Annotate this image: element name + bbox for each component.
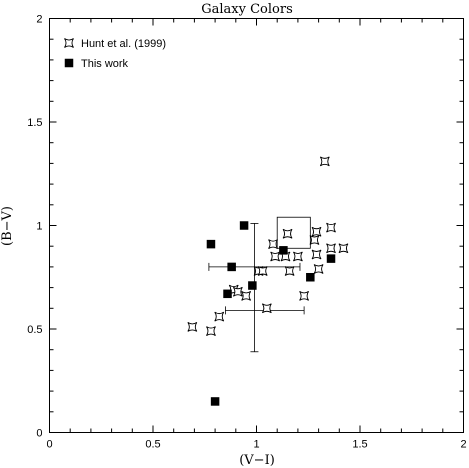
point-hunt	[268, 239, 278, 250]
point-hunt	[319, 156, 330, 167]
point-this-work	[279, 246, 288, 255]
point-hunt	[282, 228, 293, 239]
point-hunt	[338, 243, 349, 254]
point-this-work	[227, 262, 236, 272]
point-this-work	[210, 397, 220, 406]
point-hunt	[284, 266, 295, 276]
point-this-work	[206, 239, 216, 249]
point-hunt	[299, 290, 309, 301]
point-hunt	[206, 326, 216, 336]
y-axis-label: (B−V)	[0, 206, 15, 246]
legend: Hunt et al. (1999) This work	[64, 38, 166, 70]
y-tick-label: 0.5	[27, 324, 42, 336]
x-tick-labels: 0 0.5 1 1.5 2	[46, 439, 466, 451]
point-this-work	[326, 254, 336, 263]
point-hunt	[293, 251, 303, 262]
point-hunt	[270, 251, 281, 262]
point-hunt	[311, 249, 322, 260]
y-tick-label: 1	[36, 221, 42, 233]
y-tick-label: 1.5	[27, 117, 42, 129]
point-hunt	[313, 264, 324, 274]
x-tick-label: 1.5	[352, 439, 367, 451]
point-this-work	[223, 289, 232, 299]
plot-frame	[49, 18, 464, 433]
point-hunt	[214, 311, 225, 322]
point-hunt	[241, 290, 252, 301]
point-hunt	[326, 243, 336, 254]
data-points	[187, 156, 349, 406]
point-hunt	[326, 222, 336, 233]
point-hunt	[232, 286, 243, 297]
x-tick-label: 1	[253, 439, 259, 451]
open-box	[276, 216, 311, 249]
x-tick-label: 0	[46, 439, 52, 451]
point-this-work	[248, 281, 257, 290]
point-hunt	[261, 303, 272, 314]
point-hunt	[311, 226, 322, 237]
legend-label-hunt: Hunt et al. (1999)	[81, 38, 166, 50]
x-axis-label: (V−I)	[239, 453, 275, 468]
legend-marker-this-work	[64, 58, 74, 68]
x-tick-label: 0.5	[145, 439, 160, 451]
legend-star-icon	[64, 38, 74, 48]
x-tick-label: 2	[460, 439, 466, 451]
point-this-work	[239, 221, 249, 230]
y-tick-labels: 0 0.5 1 1.5 2	[27, 14, 42, 440]
y-tick-label: 0	[36, 428, 42, 440]
legend-marker-hunt	[64, 38, 74, 48]
legend-square-icon	[64, 58, 74, 68]
axis-ticks	[49, 18, 464, 433]
point-hunt	[309, 235, 320, 245]
legend-label-this-work: This work	[81, 58, 129, 70]
open-box-marker	[276, 216, 311, 249]
chart-title: Galaxy Colors	[201, 2, 293, 17]
point-hunt	[257, 266, 268, 276]
y-tick-label: 2	[36, 14, 42, 26]
point-hunt	[187, 322, 198, 332]
point-this-work	[306, 273, 315, 282]
